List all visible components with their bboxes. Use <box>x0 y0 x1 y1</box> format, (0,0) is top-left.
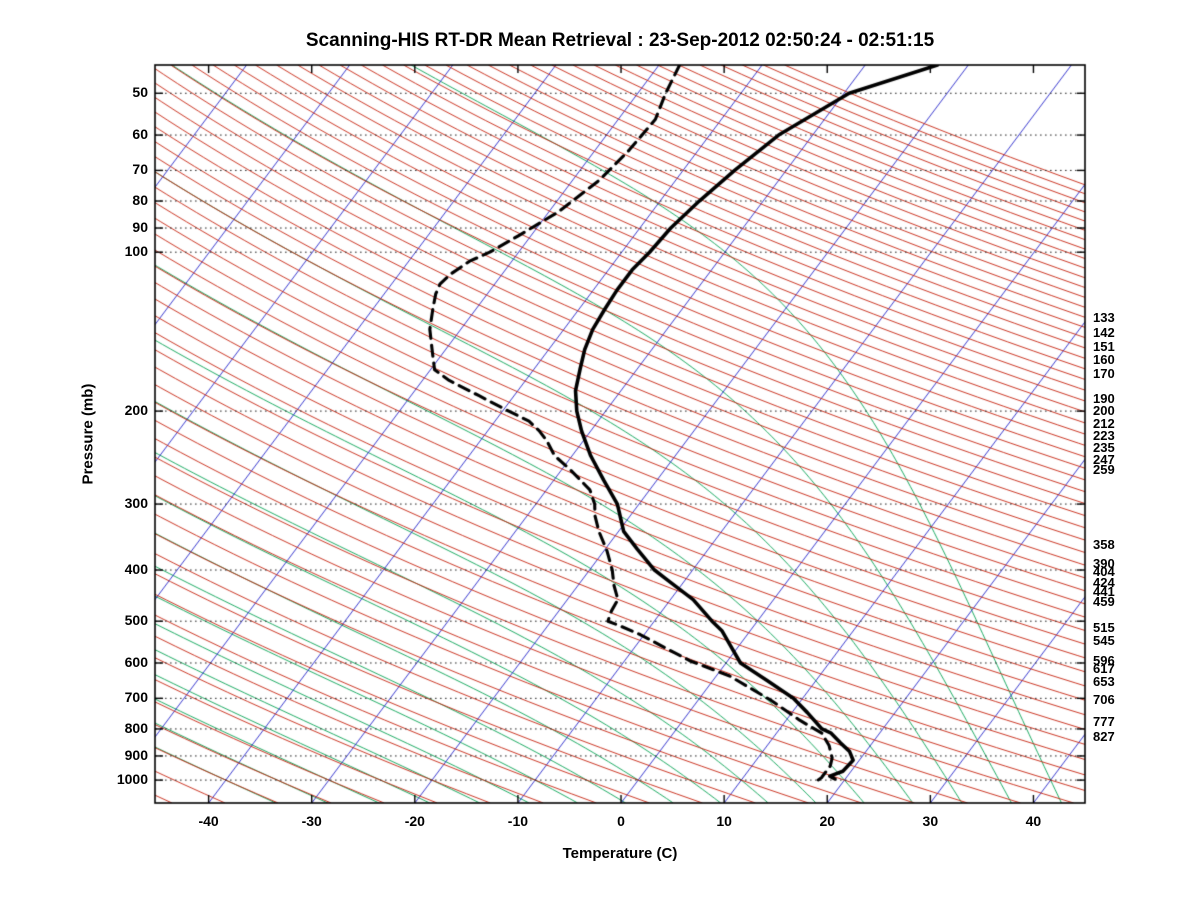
y-tick-label: 800 <box>124 719 148 736</box>
pressure-level-label: 706 <box>1093 692 1115 708</box>
pressure-level-label: 133 <box>1093 309 1115 325</box>
x-tick-label: 20 <box>819 813 836 829</box>
x-tick-label: 10 <box>716 813 732 829</box>
y-tick-label: 400 <box>124 561 148 578</box>
y-tick-label: 100 <box>124 243 148 260</box>
x-tick-label: 40 <box>1025 813 1042 829</box>
pressure-level-label: 190 <box>1093 391 1115 407</box>
pressure-level-label: 545 <box>1093 632 1115 648</box>
y-tick-label: 600 <box>124 653 148 670</box>
pressure-level-label: 358 <box>1093 536 1115 552</box>
pressure-level-label: 424 <box>1093 575 1115 591</box>
pressure-level-label: 235 <box>1093 440 1115 456</box>
pressure-level-label: 459 <box>1093 593 1115 609</box>
pressure-level-label: 170 <box>1093 365 1115 381</box>
pressure-level-label: 142 <box>1093 324 1115 340</box>
y-axis-label: Pressure (mb) <box>79 383 97 485</box>
pressure-level-label: 200 <box>1093 403 1115 419</box>
pressure-level-label: 441 <box>1093 584 1115 600</box>
y-tick-label: 80 <box>132 192 148 209</box>
x-tick-label: -10 <box>507 813 529 829</box>
y-tick-label: 300 <box>124 495 148 512</box>
y-tick-label: 700 <box>124 689 148 706</box>
x-tick-label: 0 <box>617 813 625 829</box>
pressure-level-label: 390 <box>1093 556 1115 572</box>
pressure-level-label: 160 <box>1093 351 1115 367</box>
pressure-level-label: 777 <box>1093 714 1115 730</box>
pressure-level-label: 212 <box>1093 416 1115 432</box>
x-tick-label: -40 <box>198 813 219 829</box>
y-tick-label: 500 <box>124 612 148 629</box>
chart-title: Scanning-HIS RT-DR Mean Retrieval : 23-S… <box>305 30 935 51</box>
x-axis-label: Temperature (C) <box>562 845 678 862</box>
pressure-level-label: 515 <box>1093 619 1115 635</box>
y-tick-label: 50 <box>132 84 148 101</box>
pressure-level-label: 596 <box>1093 653 1115 669</box>
x-tick-label: -30 <box>301 813 322 829</box>
y-tick-label: 200 <box>124 402 148 419</box>
x-tick-label: -20 <box>404 813 425 829</box>
y-tick-label: 60 <box>132 126 148 143</box>
pressure-level-label: 151 <box>1093 338 1115 354</box>
pressure-level-label: 827 <box>1093 728 1115 744</box>
pressure-level-label: 404 <box>1093 564 1115 580</box>
x-tick-label: 30 <box>922 813 939 829</box>
pressure-level-label: 247 <box>1093 451 1115 467</box>
y-tick-label: 900 <box>124 746 148 763</box>
pressure-level-label: 617 <box>1093 661 1115 677</box>
pressure-level-label: 259 <box>1093 462 1115 478</box>
y-tick-label: 70 <box>132 161 148 178</box>
pressure-level-label: 653 <box>1093 674 1115 690</box>
y-tick-label: 90 <box>132 219 148 236</box>
pressure-level-label: 223 <box>1093 428 1115 444</box>
y-tick-label: 1000 <box>116 771 148 788</box>
